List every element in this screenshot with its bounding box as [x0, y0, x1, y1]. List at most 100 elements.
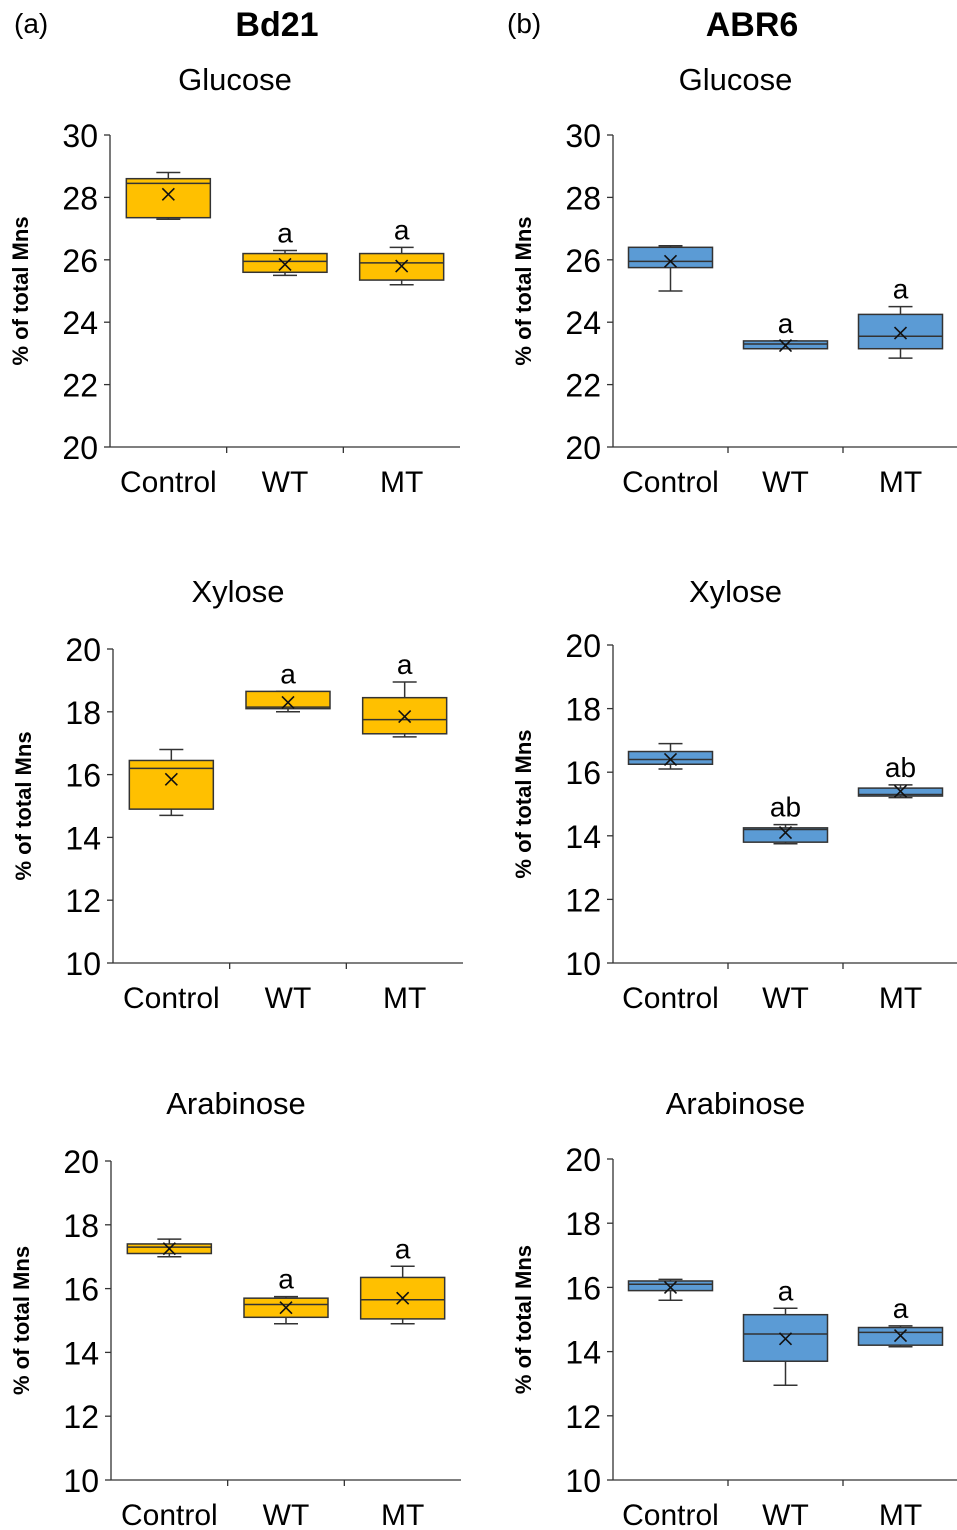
significance-label: a — [397, 649, 413, 680]
y-tick-label: 10 — [565, 1463, 601, 1499]
box-iqr — [627, 246, 714, 269]
mean-marker — [281, 695, 295, 709]
x-tick-label: MT — [879, 1499, 922, 1530]
box-iqr — [627, 1280, 714, 1292]
column-title-bd21: Bd21 — [235, 6, 319, 44]
y-tick-label: 14 — [63, 1335, 99, 1371]
box-iqr — [245, 690, 331, 710]
y-tick-label: 18 — [63, 1208, 99, 1244]
y-tick-label: 12 — [565, 882, 601, 918]
y-tick-label: 30 — [62, 118, 98, 154]
significance-label: ab — [885, 752, 916, 783]
significance-label: a — [778, 1275, 794, 1306]
mean-marker — [396, 1291, 410, 1305]
y-axis-label: % of total Mns — [8, 216, 33, 365]
box-mt: a — [361, 649, 448, 738]
chart-bd21-xylose: Xylose % of total Mns 10 12 14 16 18 20 Control W… — [11, 574, 463, 1015]
box-wt: a — [245, 658, 331, 713]
box-mt: ab — [857, 752, 944, 799]
box-wt: ab — [742, 792, 829, 845]
significance-label: a — [394, 214, 410, 245]
x-tick-label: MT — [879, 466, 922, 499]
panel-label-b: (b) — [507, 8, 542, 39]
mean-marker — [778, 826, 793, 840]
y-axis-label: % of total Mns — [511, 216, 536, 365]
x-tick-label: Control — [622, 982, 719, 1015]
chart-title: Glucose — [679, 62, 793, 97]
mean-marker — [663, 1280, 678, 1294]
y-tick-label: 18 — [65, 695, 101, 731]
chart-abr6-arabinose: Arabinose % of total Mns 10 12 14 16 18 20 Contr… — [511, 1086, 957, 1530]
y-tick-label: 20 — [565, 430, 601, 466]
y-tick-label: 10 — [63, 1463, 99, 1499]
mean-marker — [778, 1332, 793, 1346]
mean-marker — [279, 1301, 293, 1315]
x-tick-label: MT — [879, 982, 922, 1015]
y-tick-label: 26 — [62, 243, 98, 279]
y-tick-label: 20 — [565, 628, 601, 664]
x-tick-label: MT — [380, 466, 423, 499]
y-tick-label: 10 — [565, 946, 601, 982]
y-tick-label: 22 — [62, 368, 98, 404]
box-iqr — [242, 252, 328, 274]
y-tick-label: 12 — [565, 1399, 601, 1435]
x-tick-label: Control — [622, 466, 719, 499]
y-tick-label: 20 — [565, 1142, 601, 1178]
mean-marker — [398, 709, 412, 724]
x-tick-label: Control — [120, 466, 217, 499]
y-tick-label: 24 — [62, 305, 98, 341]
chart-abr6-glucose: Glucose % of total Mns 20 22 24 26 28 30 Control… — [511, 62, 957, 499]
y-tick-label: 12 — [65, 883, 101, 919]
x-tick-label: Control — [121, 1499, 218, 1530]
significance-label: a — [280, 658, 296, 689]
box-wt: a — [742, 308, 829, 353]
x-tick-label: Control — [123, 982, 220, 1015]
box-wt: a — [242, 217, 328, 277]
box-wt: a — [243, 1264, 329, 1325]
y-tick-label: 22 — [565, 368, 601, 404]
mean-marker — [893, 784, 908, 798]
chart-bd21-arabinose: Arabinose % of total Mns 10 12 14 16 18 20 Contr… — [9, 1086, 461, 1530]
chart-abr6-xylose: Xylose % of total Mns 10 12 14 16 18 20 Control W… — [511, 574, 957, 1015]
y-axis-label: % of total Mns — [9, 1246, 34, 1395]
mean-marker — [162, 1242, 176, 1256]
x-tick-label: WT — [762, 982, 809, 1015]
box-iqr — [627, 750, 714, 766]
y-tick-label: 24 — [565, 305, 601, 341]
y-tick-label: 16 — [565, 755, 601, 791]
x-tick-label: MT — [381, 1499, 424, 1530]
box-control — [125, 171, 212, 220]
y-tick-label: 16 — [63, 1272, 99, 1308]
box-control — [627, 742, 714, 770]
significance-label: a — [778, 308, 794, 339]
y-tick-label: 26 — [565, 243, 601, 279]
y-tick-label: 16 — [565, 1270, 601, 1306]
significance-label: a — [395, 1233, 411, 1264]
x-tick-label: Control — [622, 1499, 719, 1530]
mean-marker — [164, 772, 178, 786]
box-mt: a — [359, 1233, 446, 1325]
mean-marker — [395, 259, 409, 273]
x-tick-label: WT — [762, 466, 809, 499]
y-tick-label: 18 — [565, 692, 601, 728]
box-iqr — [358, 252, 445, 281]
mean-marker — [663, 752, 678, 767]
box-mt: a — [857, 1293, 944, 1348]
mean-marker — [893, 326, 908, 340]
y-tick-label: 10 — [65, 946, 101, 982]
y-tick-label: 20 — [62, 430, 98, 466]
chart-title: Xylose — [191, 574, 284, 609]
chart-title: Xylose — [689, 574, 782, 609]
column-title-abr6: ABR6 — [705, 6, 799, 44]
y-tick-label: 16 — [65, 758, 101, 794]
chart-title: Glucose — [178, 62, 292, 97]
significance-label: ab — [770, 792, 801, 823]
y-tick-label: 12 — [63, 1399, 99, 1435]
y-axis-label: % of total Mns — [11, 731, 36, 880]
y-axis-label: % of total Mns — [511, 729, 536, 878]
panel-label-a: (a) — [14, 8, 49, 39]
box-control — [126, 1238, 213, 1258]
chart-title: Arabinose — [166, 1086, 306, 1121]
box-iqr — [857, 313, 944, 350]
box-control — [627, 245, 714, 292]
